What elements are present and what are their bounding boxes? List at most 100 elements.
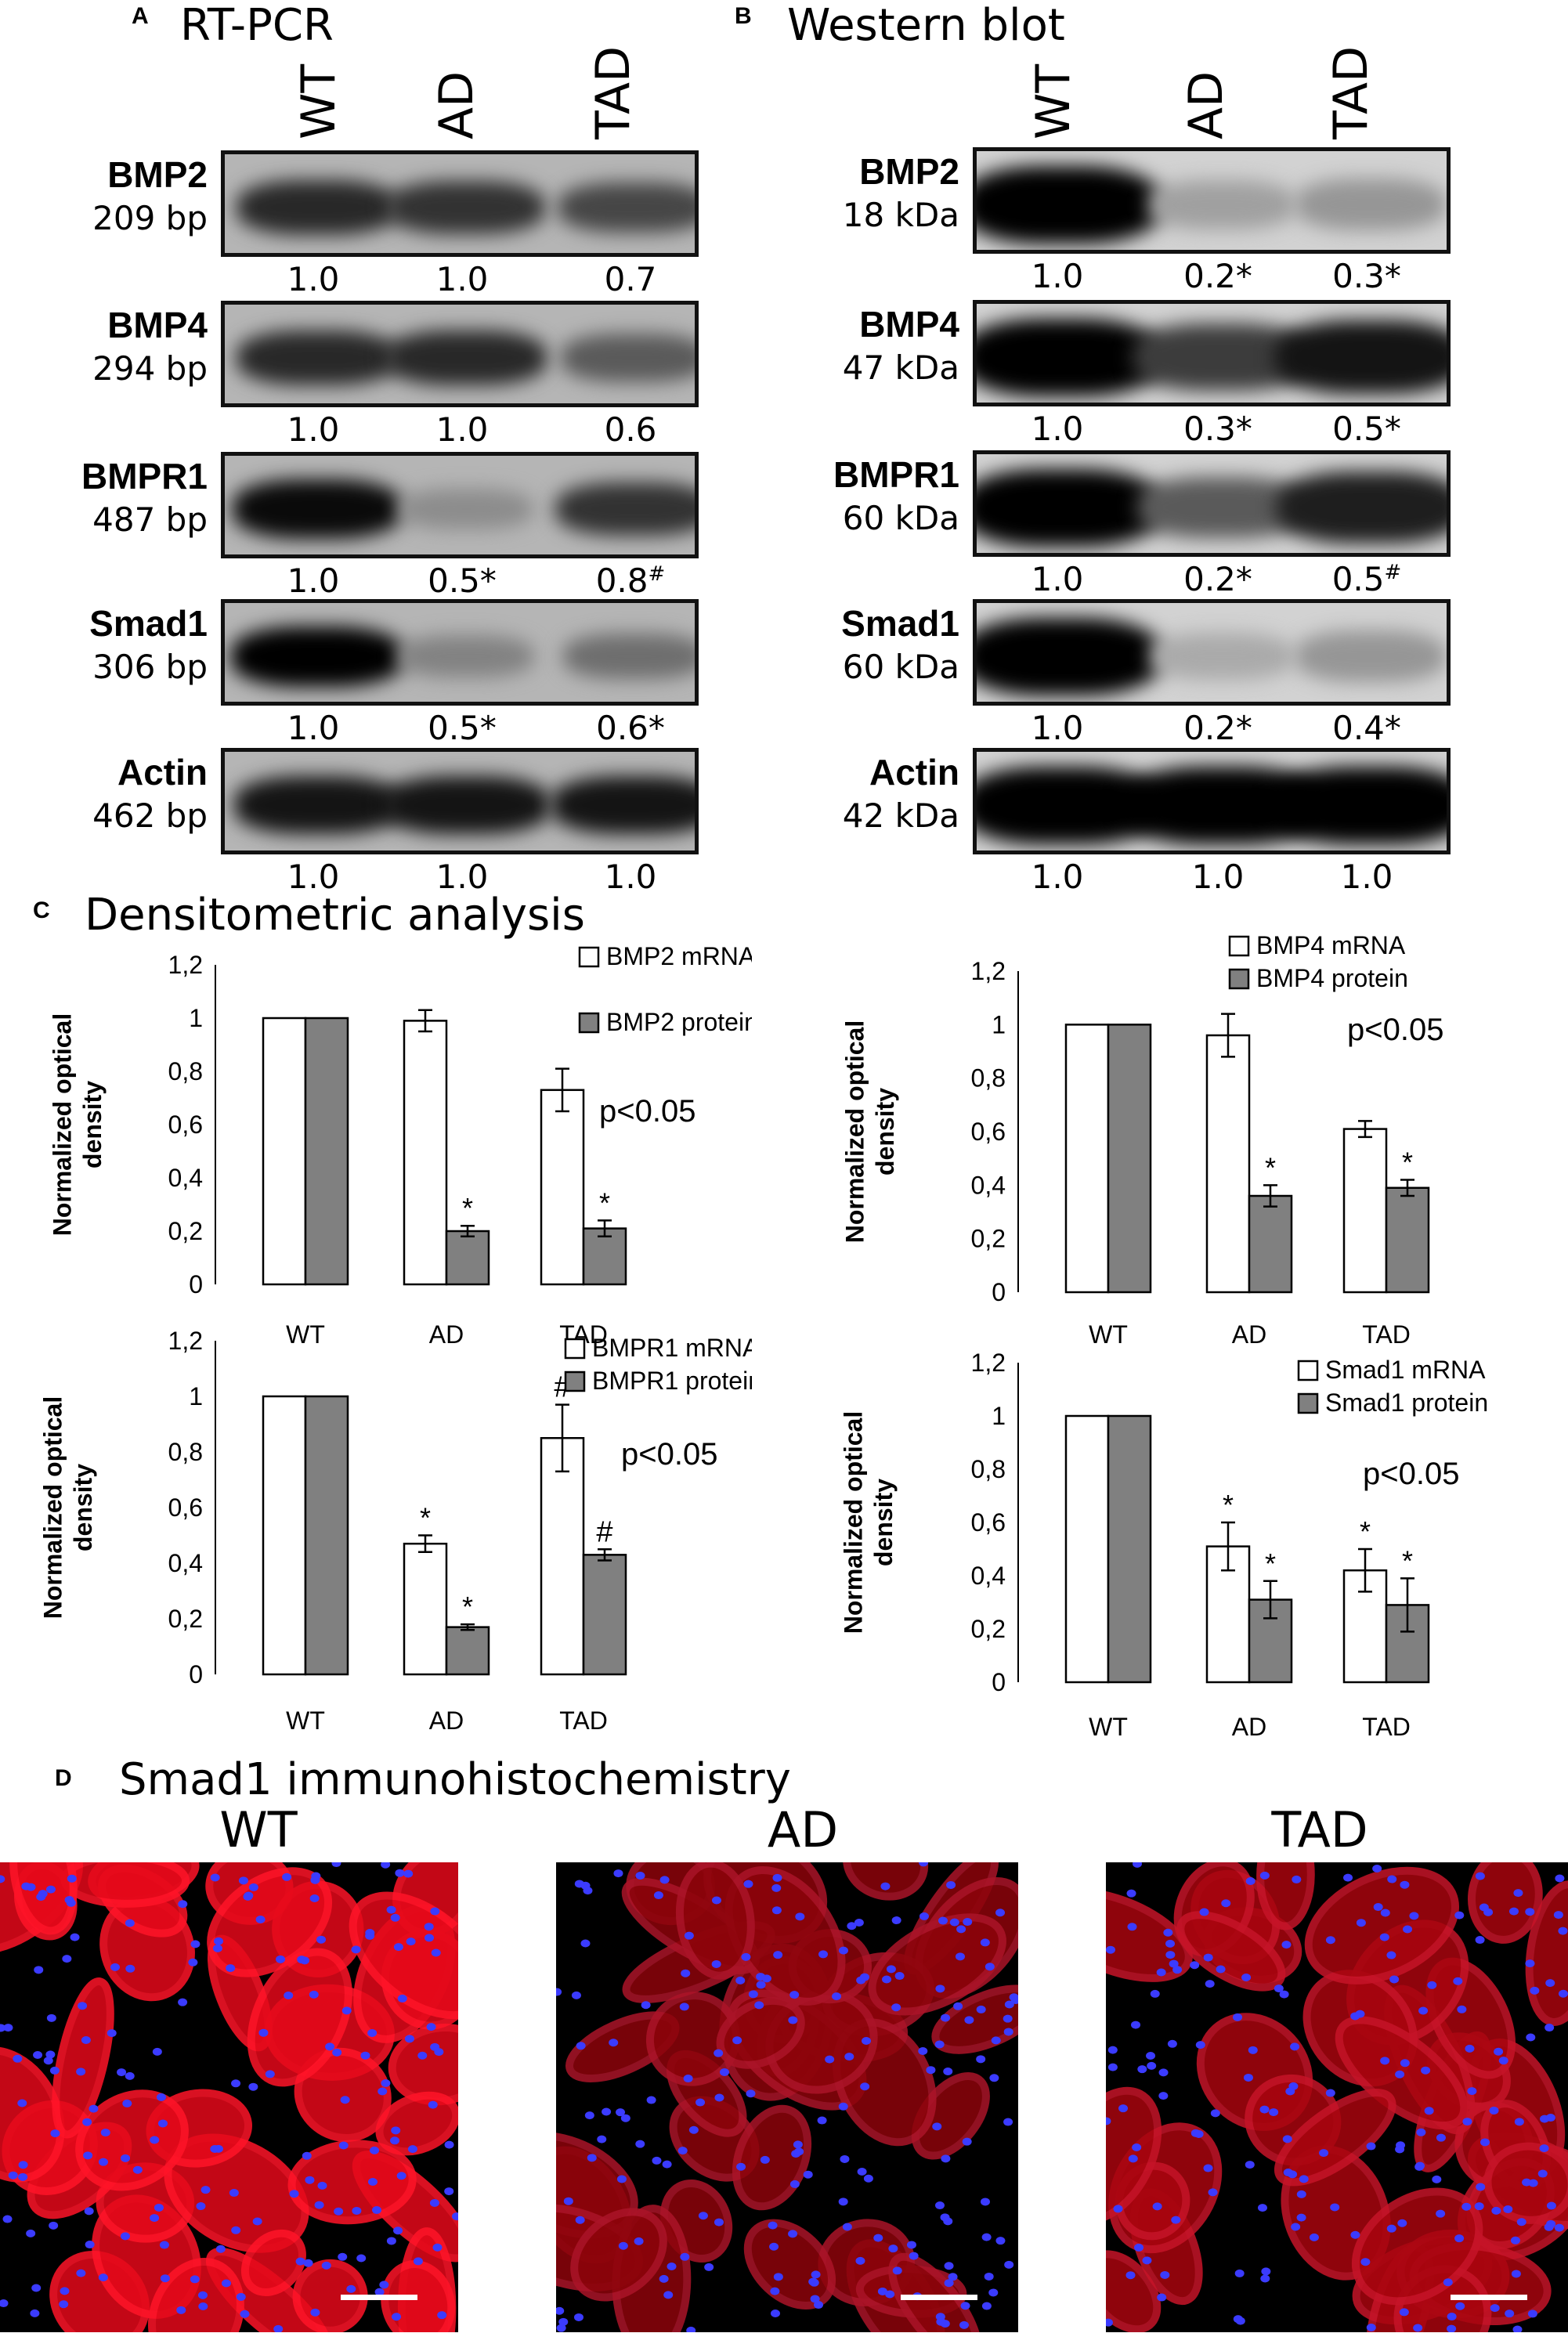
nucleus <box>1203 1953 1213 1962</box>
blot-strip <box>973 450 1451 557</box>
nucleus <box>1503 2205 1513 2214</box>
nucleus <box>832 1992 842 2001</box>
ratio-value: 1.0 <box>995 257 1120 295</box>
y-tick-label: 0,8 <box>971 1064 1006 1092</box>
lane-header: WT <box>291 64 346 139</box>
nucleus <box>178 1900 188 1909</box>
nucleus <box>1106 2318 1113 2327</box>
nucleus <box>677 2147 688 2155</box>
y-tick-label: 1 <box>992 1402 1006 1430</box>
nucleus <box>844 2053 854 2061</box>
gel-band <box>1271 766 1447 844</box>
tubule <box>1525 1880 1568 2026</box>
blot-strip <box>221 150 699 257</box>
nucleus <box>1169 1959 1179 1968</box>
nucleus <box>1259 1871 1270 1880</box>
tubule <box>743 2219 836 2310</box>
ratio-value: 0.5* <box>399 709 525 747</box>
nucleus <box>1279 1990 1289 1999</box>
nucleus <box>919 1912 929 1920</box>
nucleus <box>1248 2046 1258 2054</box>
nucleus <box>338 2252 348 2261</box>
nucleus <box>584 2111 594 2120</box>
nucleus <box>1443 2278 1453 2287</box>
ratio-value: 0.5* <box>1304 410 1429 448</box>
nucleus <box>76 2269 86 2277</box>
nucleus <box>934 2040 945 2049</box>
nucleus <box>360 2051 370 2060</box>
nucleus <box>49 2066 60 2075</box>
nucleus <box>84 2207 94 2216</box>
gel-band <box>977 165 1161 244</box>
band-size-label: 60 kDa <box>842 499 959 537</box>
nucleus <box>1427 1981 1437 1989</box>
tubule <box>349 1891 458 2020</box>
gel-band <box>563 634 695 679</box>
ratio-number: 0.8 <box>595 562 649 600</box>
nucleus <box>1257 2204 1267 2212</box>
nucleus <box>963 1918 973 1927</box>
nucleus <box>1283 2169 1293 2177</box>
nucleus <box>100 2129 110 2137</box>
x-tick-label: TAD <box>1362 1713 1411 1741</box>
band-size-label: 306 bp <box>92 648 208 686</box>
nucleus <box>794 2147 804 2156</box>
nucleus <box>229 2189 239 2198</box>
nucleus <box>1299 2175 1309 2183</box>
significance-mark: * <box>1223 1489 1234 1521</box>
gel-band <box>558 182 695 233</box>
nucleus <box>1516 2218 1526 2226</box>
panel-c-letter: C <box>33 897 50 923</box>
nucleus <box>8 2171 18 2180</box>
nucleus <box>188 1958 198 1966</box>
nucleus <box>34 1966 44 1974</box>
nucleus <box>1157 2293 1167 2302</box>
nucleus <box>1210 2109 1220 2118</box>
nucleus <box>1147 2061 1157 2070</box>
nucleus <box>771 1883 782 1892</box>
tubule <box>147 2257 244 2332</box>
ratio-number: 1.0 <box>1031 410 1084 448</box>
ratio-value: 1.0 <box>251 562 376 600</box>
ratio-value: 0.2* <box>1155 709 1281 747</box>
nucleus <box>940 2213 950 2222</box>
nucleus <box>1457 2005 1467 2013</box>
nucleus <box>150 2214 160 2223</box>
nucleus <box>663 2291 674 2299</box>
nucleus <box>132 2165 143 2174</box>
ratio-number: 1.0 <box>435 410 489 449</box>
nucleus <box>616 2108 626 2117</box>
band-size-label: 47 kDa <box>842 349 959 387</box>
nucleus <box>252 2217 262 2226</box>
ratio-value: 1.0 <box>399 410 525 449</box>
nucleus <box>880 1882 891 1891</box>
nucleus <box>953 2002 963 2010</box>
band-size-label: 294 bp <box>92 349 208 388</box>
bar <box>445 1230 490 1286</box>
panel-a-letter: A <box>132 3 149 29</box>
ratio-number: 1.0 <box>1191 858 1245 896</box>
legend-label: BMP4 mRNA <box>1256 932 1406 959</box>
nucleus <box>659 1876 670 1884</box>
nucleus <box>1203 2164 1213 2172</box>
nucleus <box>756 1981 766 1989</box>
nucleus <box>1343 1873 1353 1882</box>
nucleus <box>662 2160 672 2169</box>
nucleus <box>154 2203 164 2212</box>
bar <box>540 1089 585 1286</box>
bar <box>1342 1128 1388 1294</box>
nucleus <box>1350 2230 1360 2239</box>
nucleus <box>854 1919 864 1927</box>
legend-swatch <box>1297 1392 1319 1414</box>
nucleus <box>243 1892 253 1901</box>
nucleus <box>711 1896 721 1905</box>
nucleus <box>680 2252 690 2261</box>
tubule <box>247 1948 352 2087</box>
nucleus <box>1195 2041 1205 2050</box>
nucleus <box>793 2140 803 2149</box>
nucleus <box>210 1873 220 1882</box>
nucleus <box>1142 2256 1152 2265</box>
significance-mark: * <box>462 1192 473 1224</box>
nucleus <box>735 1976 746 1984</box>
nucleus <box>160 2274 170 2283</box>
